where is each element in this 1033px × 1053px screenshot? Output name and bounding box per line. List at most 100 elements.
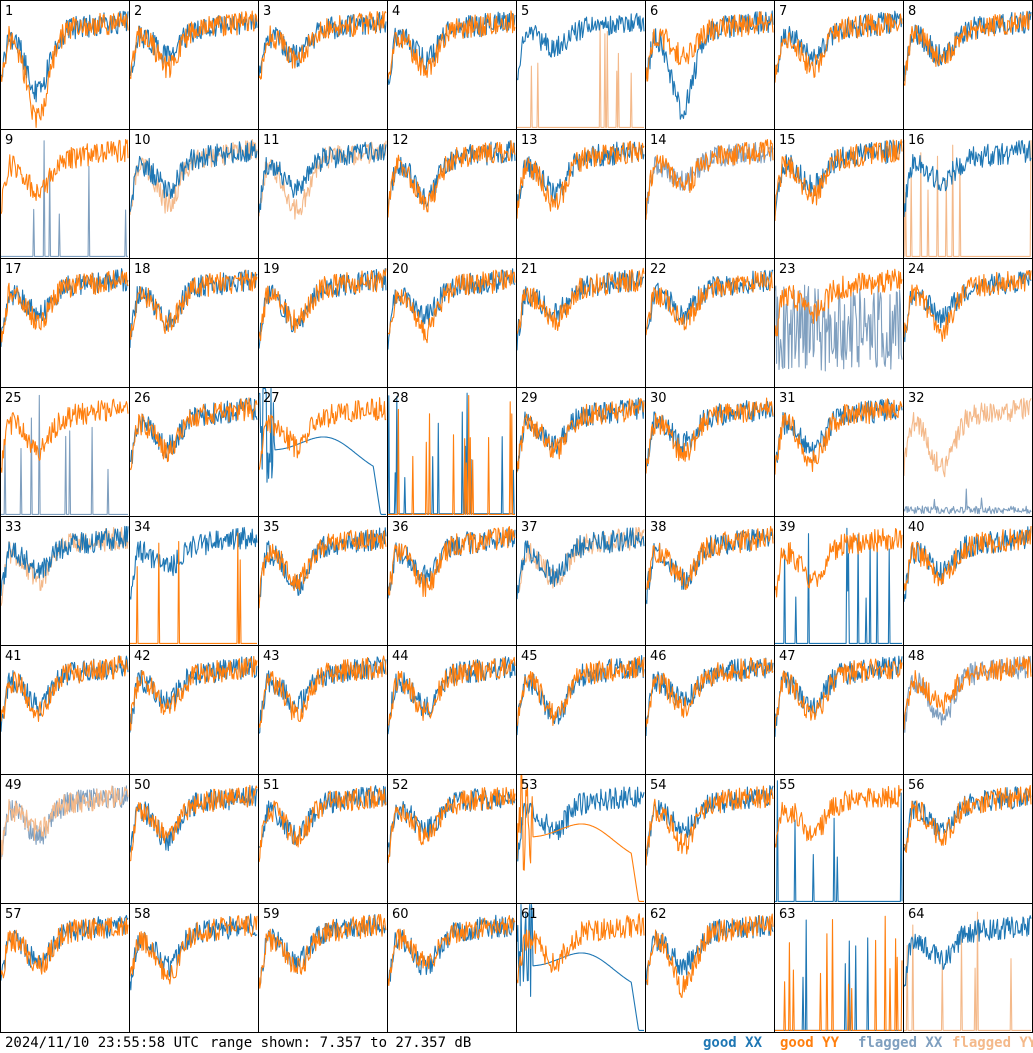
yy-line: [387, 656, 516, 726]
panel-20: 20: [387, 258, 517, 388]
yy-line: [129, 655, 258, 731]
yy-line: [0, 655, 129, 722]
panel-33: 33: [0, 516, 130, 646]
panel-41: 41: [0, 645, 130, 775]
panel-49: 49: [0, 774, 130, 904]
yy-line: [645, 397, 774, 474]
yy-line: [645, 139, 774, 220]
yy-line: [774, 527, 903, 598]
xx-line: [129, 526, 258, 600]
panel-label: 20: [392, 262, 409, 277]
panel-label: 33: [5, 520, 22, 535]
yy-line: [258, 785, 387, 863]
panel-label: 42: [134, 649, 151, 664]
panel-64: 64: [903, 903, 1033, 1033]
panel-label: 13: [521, 133, 538, 148]
panel-16: 16: [903, 129, 1033, 259]
panel-label: 56: [908, 778, 925, 793]
xx-line: [258, 656, 387, 734]
xx-line: [516, 786, 645, 862]
panel-border: [387, 258, 517, 388]
panel-label: 38: [650, 520, 667, 535]
panel-label: 22: [650, 262, 667, 277]
xx-line: [903, 270, 1032, 343]
yy-line: [774, 658, 903, 729]
yy-line: [645, 913, 774, 999]
panel-39: 39: [774, 516, 904, 646]
yy-line: [774, 398, 903, 475]
yy-line: [129, 915, 258, 985]
panel-label: 52: [392, 778, 409, 793]
panel-53: 53: [516, 774, 646, 904]
panel-border: [387, 645, 517, 775]
yy-line: [516, 775, 644, 902]
yy-line: [774, 12, 903, 83]
panel-23: 23: [774, 258, 904, 388]
yy-line: [516, 397, 645, 473]
panel-label: 50: [134, 778, 151, 793]
yy-line: [387, 786, 516, 864]
xx-line: [258, 141, 387, 213]
xx-line: [775, 780, 903, 902]
panel-label: 14: [650, 133, 667, 148]
yy-line: [904, 911, 1031, 1031]
panel-label: 36: [392, 520, 409, 535]
yy-line: [645, 785, 774, 866]
panel-border: [516, 645, 646, 775]
panel-58: 58: [129, 903, 259, 1033]
panel-3: 3: [258, 0, 388, 130]
yy-line: [774, 784, 903, 848]
panel-55: 55: [774, 774, 904, 904]
xx-line: [645, 785, 774, 857]
panel-11: 11: [258, 129, 388, 259]
panel-label: 60: [392, 907, 409, 922]
panel-label: 62: [650, 907, 667, 922]
panel-22: 22: [645, 258, 775, 388]
yy-line: [129, 269, 258, 340]
xx-line: [387, 268, 516, 350]
panel-border: [903, 0, 1033, 130]
panel-48: 48: [903, 645, 1033, 775]
xx-line: [258, 527, 387, 598]
panel-61: 61: [516, 903, 646, 1033]
yy-line: [130, 532, 257, 644]
yy-line: [645, 657, 774, 728]
panel-label: 49: [5, 778, 22, 793]
panel-56: 56: [903, 774, 1033, 904]
panel-13: 13: [516, 129, 646, 259]
panel-label: 7: [779, 4, 787, 19]
panel-label: 51: [263, 778, 280, 793]
panel-label: 1: [5, 4, 13, 19]
panel-29: 29: [516, 387, 646, 517]
panel-border: [774, 516, 904, 646]
panel-30: 30: [645, 387, 775, 517]
yy-line: [258, 529, 387, 609]
yy-line: [0, 12, 129, 128]
panel-label: 59: [263, 907, 280, 922]
panel-label: 55: [779, 778, 796, 793]
yy-line: [0, 785, 129, 860]
yy-line: [903, 270, 1032, 342]
yy-line: [516, 656, 645, 727]
panel-border: [387, 387, 517, 517]
panel-label: 31: [779, 391, 796, 406]
panel-label: 28: [392, 391, 409, 406]
panel-label: 25: [5, 391, 22, 406]
panel-18: 18: [129, 258, 259, 388]
xx-line: [774, 10, 903, 81]
timestamp: 2024/11/10 23:55:58 UTC: [5, 1035, 199, 1051]
panel-10: 10: [129, 129, 259, 259]
panel-label: 47: [779, 649, 796, 664]
xx-line: [645, 528, 774, 605]
yy-line: [129, 10, 258, 80]
panel-60: 60: [387, 903, 517, 1033]
panel-label: 61: [521, 907, 538, 922]
xx-line: [129, 913, 258, 991]
panel-label: 9: [5, 133, 13, 148]
yy-line: [129, 784, 258, 862]
yy-line: [258, 268, 387, 342]
yy-line: [903, 397, 1032, 478]
panel-label: 63: [779, 907, 796, 922]
panel-50: 50: [129, 774, 259, 904]
panel-44: 44: [387, 645, 517, 775]
